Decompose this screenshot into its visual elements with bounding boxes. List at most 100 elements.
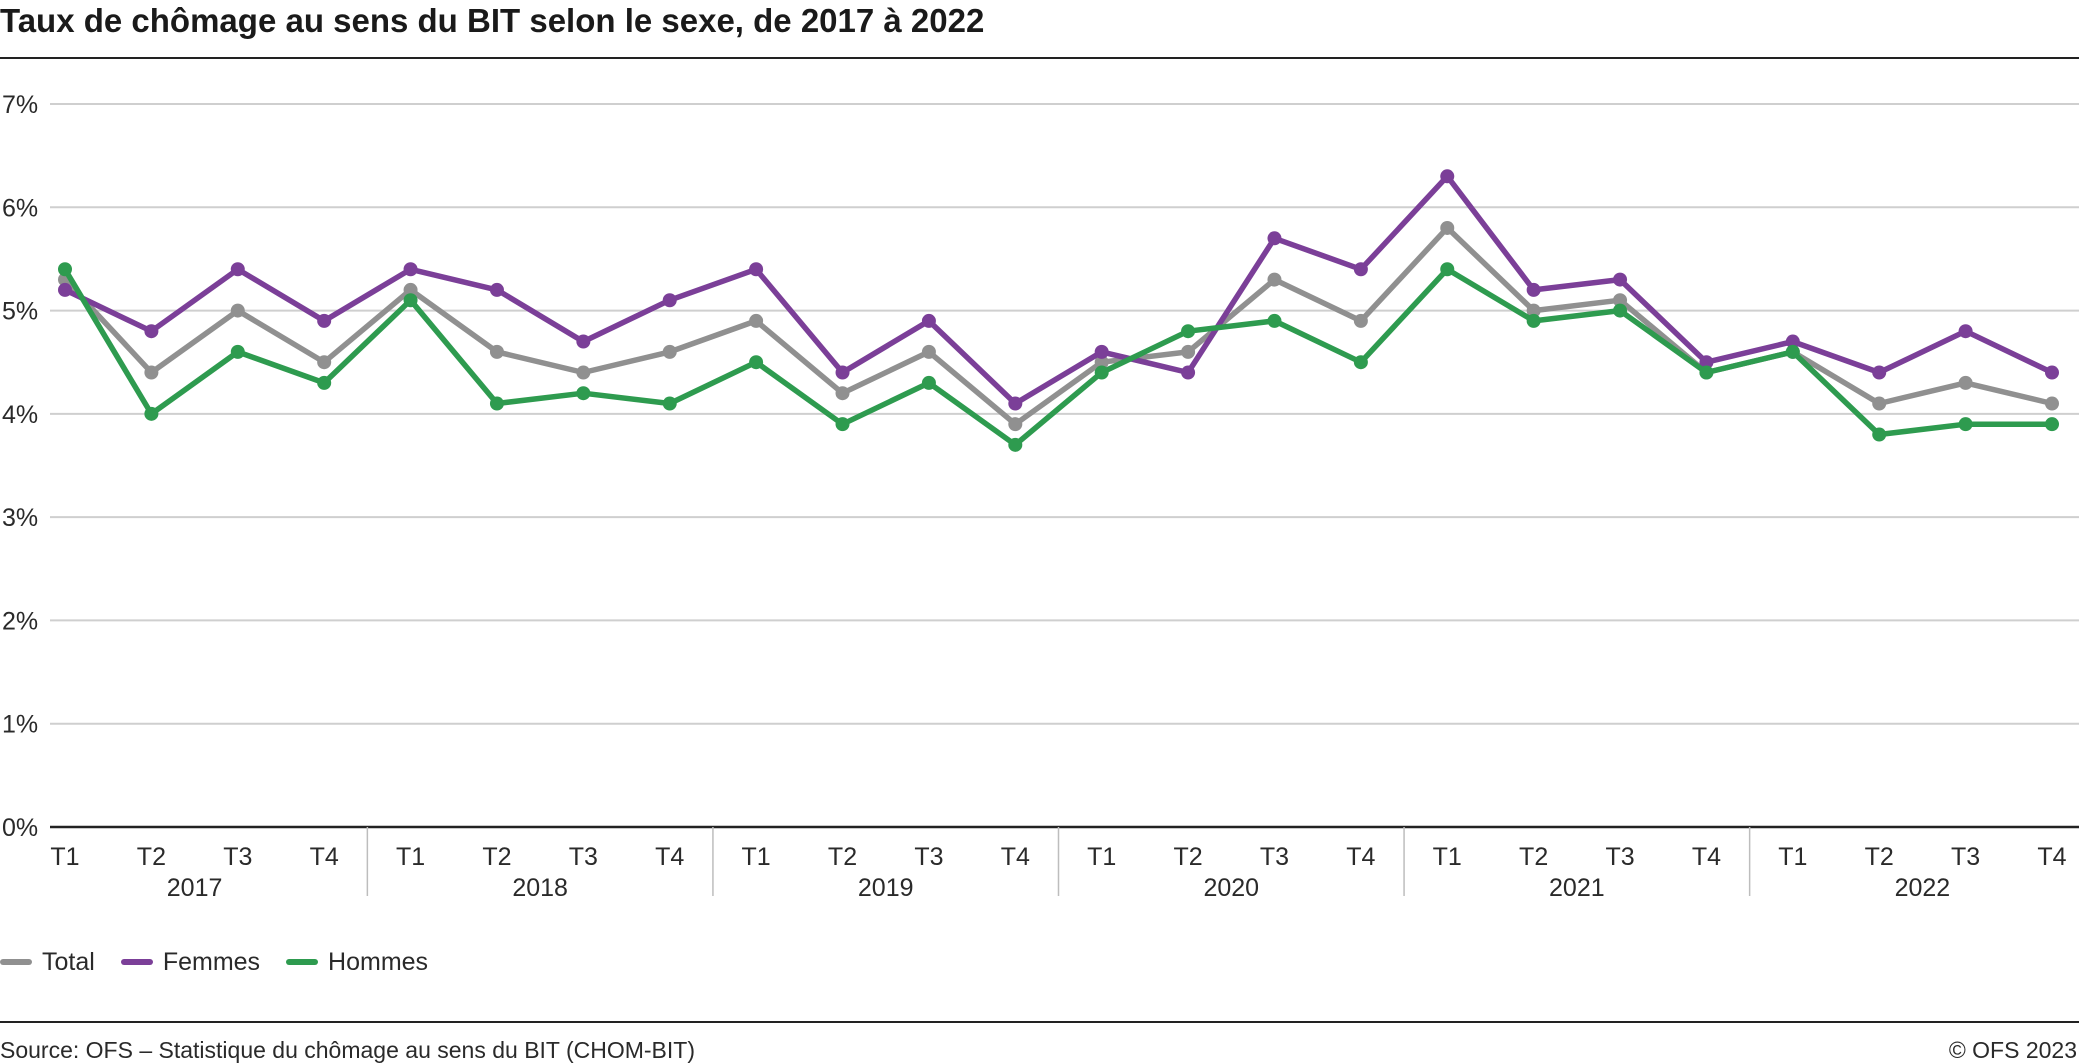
x-tick-label: T4 xyxy=(1346,843,1375,871)
line-chart: 0%1%2%3%4%5%6%7% T1 T2 T3 T4 T1 T2 T3 T4 T1 T2 T3 T… xyxy=(0,57,2079,902)
data-point xyxy=(1785,334,1800,349)
data-point xyxy=(230,303,245,318)
data-point xyxy=(403,282,418,297)
data-point xyxy=(749,262,764,277)
x-tick-label: T3 xyxy=(569,843,598,871)
data-point xyxy=(1353,355,1368,370)
data-point xyxy=(1526,313,1541,328)
legend-label: Hommes xyxy=(328,947,429,976)
x-tick-label: T1 xyxy=(742,843,771,871)
data-point xyxy=(576,386,591,401)
data-point xyxy=(921,313,936,328)
series-total xyxy=(58,220,2059,432)
chart-title: Taux de chômage au sens du BIT selon le … xyxy=(0,2,985,39)
x-tick-label: T2 xyxy=(1865,843,1894,871)
data-point xyxy=(144,324,159,339)
data-point xyxy=(576,365,591,380)
data-point xyxy=(1267,272,1282,287)
y-tick-label: 1% xyxy=(2,711,38,739)
data-point xyxy=(58,262,72,277)
data-point xyxy=(317,313,332,328)
year-label: 2022 xyxy=(1895,874,1951,902)
x-tick-label: T1 xyxy=(50,843,79,871)
x-tick-label: T4 xyxy=(310,843,339,871)
data-point xyxy=(1440,262,1455,277)
footer-rule xyxy=(0,1021,2079,1023)
data-point xyxy=(1181,324,1196,339)
legend-swatch xyxy=(0,959,32,965)
data-point xyxy=(317,355,332,370)
data-point xyxy=(749,355,764,370)
y-axis-ticks: 0% 1% 2% 3% 4% 5% 6% 7% xyxy=(2,91,38,842)
data-point xyxy=(1008,437,1023,452)
data-point xyxy=(2045,365,2059,380)
data-point xyxy=(58,282,72,297)
data-point xyxy=(489,344,504,359)
data-point xyxy=(1958,324,1973,339)
x-tick-label: T3 xyxy=(1260,843,1289,871)
y-tick-label: 0% xyxy=(2,814,38,842)
series-line xyxy=(62,266,2055,448)
series-femmes xyxy=(58,169,2059,411)
x-tick-label: T1 xyxy=(1778,843,1807,871)
data-point xyxy=(403,293,418,308)
series-lines xyxy=(58,169,2059,452)
series-line xyxy=(62,225,2055,427)
data-point xyxy=(1613,272,1628,287)
data-point xyxy=(403,262,418,277)
data-point xyxy=(2045,396,2059,411)
x-tick-label: T3 xyxy=(1605,843,1634,871)
data-point xyxy=(576,334,591,349)
x-tick-label: T1 xyxy=(396,843,425,871)
data-point xyxy=(1267,313,1282,328)
data-point xyxy=(835,386,850,401)
data-point xyxy=(1526,282,1541,297)
data-point xyxy=(1008,396,1023,411)
data-point xyxy=(1526,303,1541,318)
data-point xyxy=(1094,344,1109,359)
year-label: 2018 xyxy=(512,874,568,902)
data-point xyxy=(662,396,677,411)
year-label: 2020 xyxy=(1203,874,1259,902)
data-point xyxy=(1613,293,1628,308)
x-tick-label: T1 xyxy=(1087,843,1116,871)
x-tick-label: T4 xyxy=(1692,843,1721,871)
series-line xyxy=(62,173,2055,407)
data-point xyxy=(1094,355,1109,370)
legend-item-femmes: Femmes xyxy=(120,948,260,977)
year-label: 2021 xyxy=(1549,874,1605,902)
copyright-note: © OFS 2023 xyxy=(1948,1037,2077,1063)
y-tick-label: 4% xyxy=(2,401,38,429)
data-point xyxy=(1958,375,1973,390)
data-point xyxy=(1613,303,1628,318)
data-point xyxy=(1785,344,1800,359)
data-point xyxy=(1008,417,1023,432)
x-tick-label: T3 xyxy=(1951,843,1980,871)
data-point xyxy=(1958,417,1973,432)
data-point xyxy=(749,313,764,328)
data-point xyxy=(835,365,850,380)
year-label: 2017 xyxy=(167,874,223,902)
x-axis: T1 T2 T3 T4 T1 T2 T3 T4 T1 T2 T3 T4 T1 T2 T3 T4 T1 T2 T3 T4… xyxy=(50,825,2079,902)
y-tick-label: 2% xyxy=(2,607,38,635)
legend-item-total: Total xyxy=(0,948,95,977)
data-point xyxy=(662,344,677,359)
data-point xyxy=(317,375,332,390)
gridlines xyxy=(50,103,2079,725)
data-point xyxy=(1094,365,1109,380)
x-tick-label: T1 xyxy=(1433,843,1462,871)
x-tick-label: T3 xyxy=(914,843,943,871)
x-tick-label: T2 xyxy=(1173,843,1202,871)
y-tick-label: 5% xyxy=(2,298,38,326)
data-point xyxy=(144,365,159,380)
legend-item-hommes: Hommes xyxy=(286,948,428,977)
data-point xyxy=(1699,355,1714,370)
x-tick-label: T2 xyxy=(828,843,857,871)
legend-swatch xyxy=(120,959,153,965)
data-point xyxy=(1181,365,1196,380)
x-tick-label: T4 xyxy=(1001,843,1030,871)
source-note: Source: OFS – Statistique du chômage au … xyxy=(0,1037,695,1063)
legend-swatch xyxy=(286,959,319,965)
x-tick-label: T4 xyxy=(2037,843,2066,871)
data-point xyxy=(662,293,677,308)
